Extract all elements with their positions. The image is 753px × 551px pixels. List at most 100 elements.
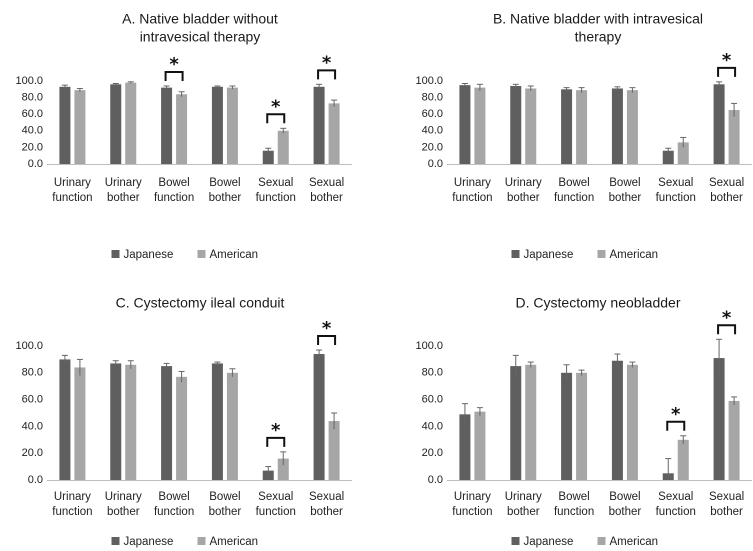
bar-american: [74, 90, 86, 164]
y-tick-label: 60.0: [22, 394, 43, 406]
significance-bracket: [164, 70, 184, 81]
bar-american: [728, 110, 740, 164]
category-label: Bowel: [209, 491, 240, 503]
bar-japanese: [161, 87, 173, 164]
bar-american: [525, 88, 537, 164]
bar-american: [328, 103, 340, 164]
bar-american: [176, 376, 188, 480]
y-tick-label: 0.0: [428, 158, 443, 170]
bar-japanese: [313, 86, 325, 164]
bar-american: [277, 458, 289, 480]
bar-american: [728, 400, 740, 480]
category-label: function: [656, 192, 696, 204]
bar-american: [176, 94, 188, 164]
category-label: function: [52, 506, 92, 518]
category-label: Bowel: [609, 491, 640, 503]
bar-american: [626, 90, 638, 164]
category-label: bother: [209, 192, 242, 204]
category-label: Urinary: [54, 177, 91, 189]
bar-japanese: [59, 359, 71, 480]
bar-american: [328, 421, 340, 480]
y-tick-label: 40.0: [22, 125, 43, 137]
y-tick-label: 80.0: [422, 92, 443, 104]
y-tick-label: 20.0: [22, 141, 43, 153]
significance-bracket: [666, 420, 686, 431]
y-tick-label: 80.0: [422, 367, 443, 379]
category-label: Sexual: [658, 177, 693, 189]
category-label: function: [256, 506, 296, 518]
category-label: Urinary: [54, 491, 91, 503]
category-label: function: [154, 506, 194, 518]
category-label: function: [452, 192, 492, 204]
category-label: bother: [209, 506, 242, 518]
bar-japanese: [611, 88, 623, 164]
significance-star: *: [671, 404, 681, 425]
chart-panel-0: A. Native bladder without intravesical th…: [15, 10, 352, 261]
category-label: Bowel: [209, 177, 240, 189]
category-label: bother: [310, 506, 343, 518]
category-label: Urinary: [105, 177, 142, 189]
legend-swatch-japanese: [511, 537, 520, 545]
category-label: Urinary: [505, 177, 542, 189]
bar-american: [474, 87, 486, 164]
bar-japanese: [459, 85, 471, 164]
y-tick-label: 100.0: [15, 75, 43, 87]
category-label: function: [52, 192, 92, 204]
category-label: bother: [107, 506, 140, 518]
y-tick-label: 60.0: [422, 108, 443, 120]
legend-swatch-japanese: [111, 537, 120, 545]
bar-japanese: [510, 366, 522, 480]
legend-swatch-japanese: [111, 250, 120, 258]
category-label: bother: [710, 506, 743, 518]
bar-japanese: [713, 84, 725, 164]
significance-star: *: [722, 50, 732, 71]
significance-bracket: [317, 335, 337, 346]
bar-american: [226, 87, 238, 164]
category-label: Sexual: [258, 177, 293, 189]
category-label: Bowel: [158, 177, 189, 189]
y-tick-label: 40.0: [22, 420, 43, 432]
category-label: function: [554, 192, 594, 204]
bar-japanese: [211, 86, 223, 164]
panel-title-line: B. Native bladder with intravesical: [493, 10, 703, 26]
category-label: bother: [507, 506, 540, 518]
category-label: function: [256, 192, 296, 204]
category-label: Urinary: [454, 491, 491, 503]
legend-swatch-american: [597, 250, 606, 258]
legend-swatch-american: [197, 250, 206, 258]
legend-swatch-american: [597, 537, 606, 545]
legend-label-american: American: [610, 249, 659, 261]
significance-bracket: [266, 436, 286, 447]
category-label: Sexual: [309, 177, 344, 189]
y-tick-label: 0.0: [28, 158, 43, 170]
category-label: Bowel: [558, 491, 589, 503]
category-label: Urinary: [454, 177, 491, 189]
bar-american: [626, 364, 638, 480]
y-tick-label: 20.0: [22, 447, 43, 459]
bar-japanese: [561, 89, 573, 164]
y-tick-label: 60.0: [422, 394, 443, 406]
legend-label-american: American: [610, 536, 659, 548]
category-label: Sexual: [658, 491, 693, 503]
significance-star: *: [322, 318, 332, 339]
bar-japanese: [110, 363, 122, 480]
category-label: function: [656, 506, 696, 518]
category-label: bother: [107, 192, 140, 204]
y-tick-label: 80.0: [22, 367, 43, 379]
category-label: bother: [710, 192, 743, 204]
bar-american: [525, 364, 537, 480]
bar-japanese: [611, 360, 623, 480]
bar-japanese: [59, 86, 71, 164]
category-label: function: [452, 506, 492, 518]
category-label: Urinary: [505, 491, 542, 503]
panel-title-line: intravesical therapy: [140, 28, 261, 44]
category-label: Sexual: [309, 491, 344, 503]
y-tick-label: 20.0: [422, 141, 443, 153]
legend-label-japanese: Japanese: [524, 249, 574, 261]
bar-japanese: [561, 372, 573, 480]
legend-swatch-japanese: [511, 250, 520, 258]
y-tick-label: 100.0: [415, 75, 443, 87]
category-label: Bowel: [558, 177, 589, 189]
